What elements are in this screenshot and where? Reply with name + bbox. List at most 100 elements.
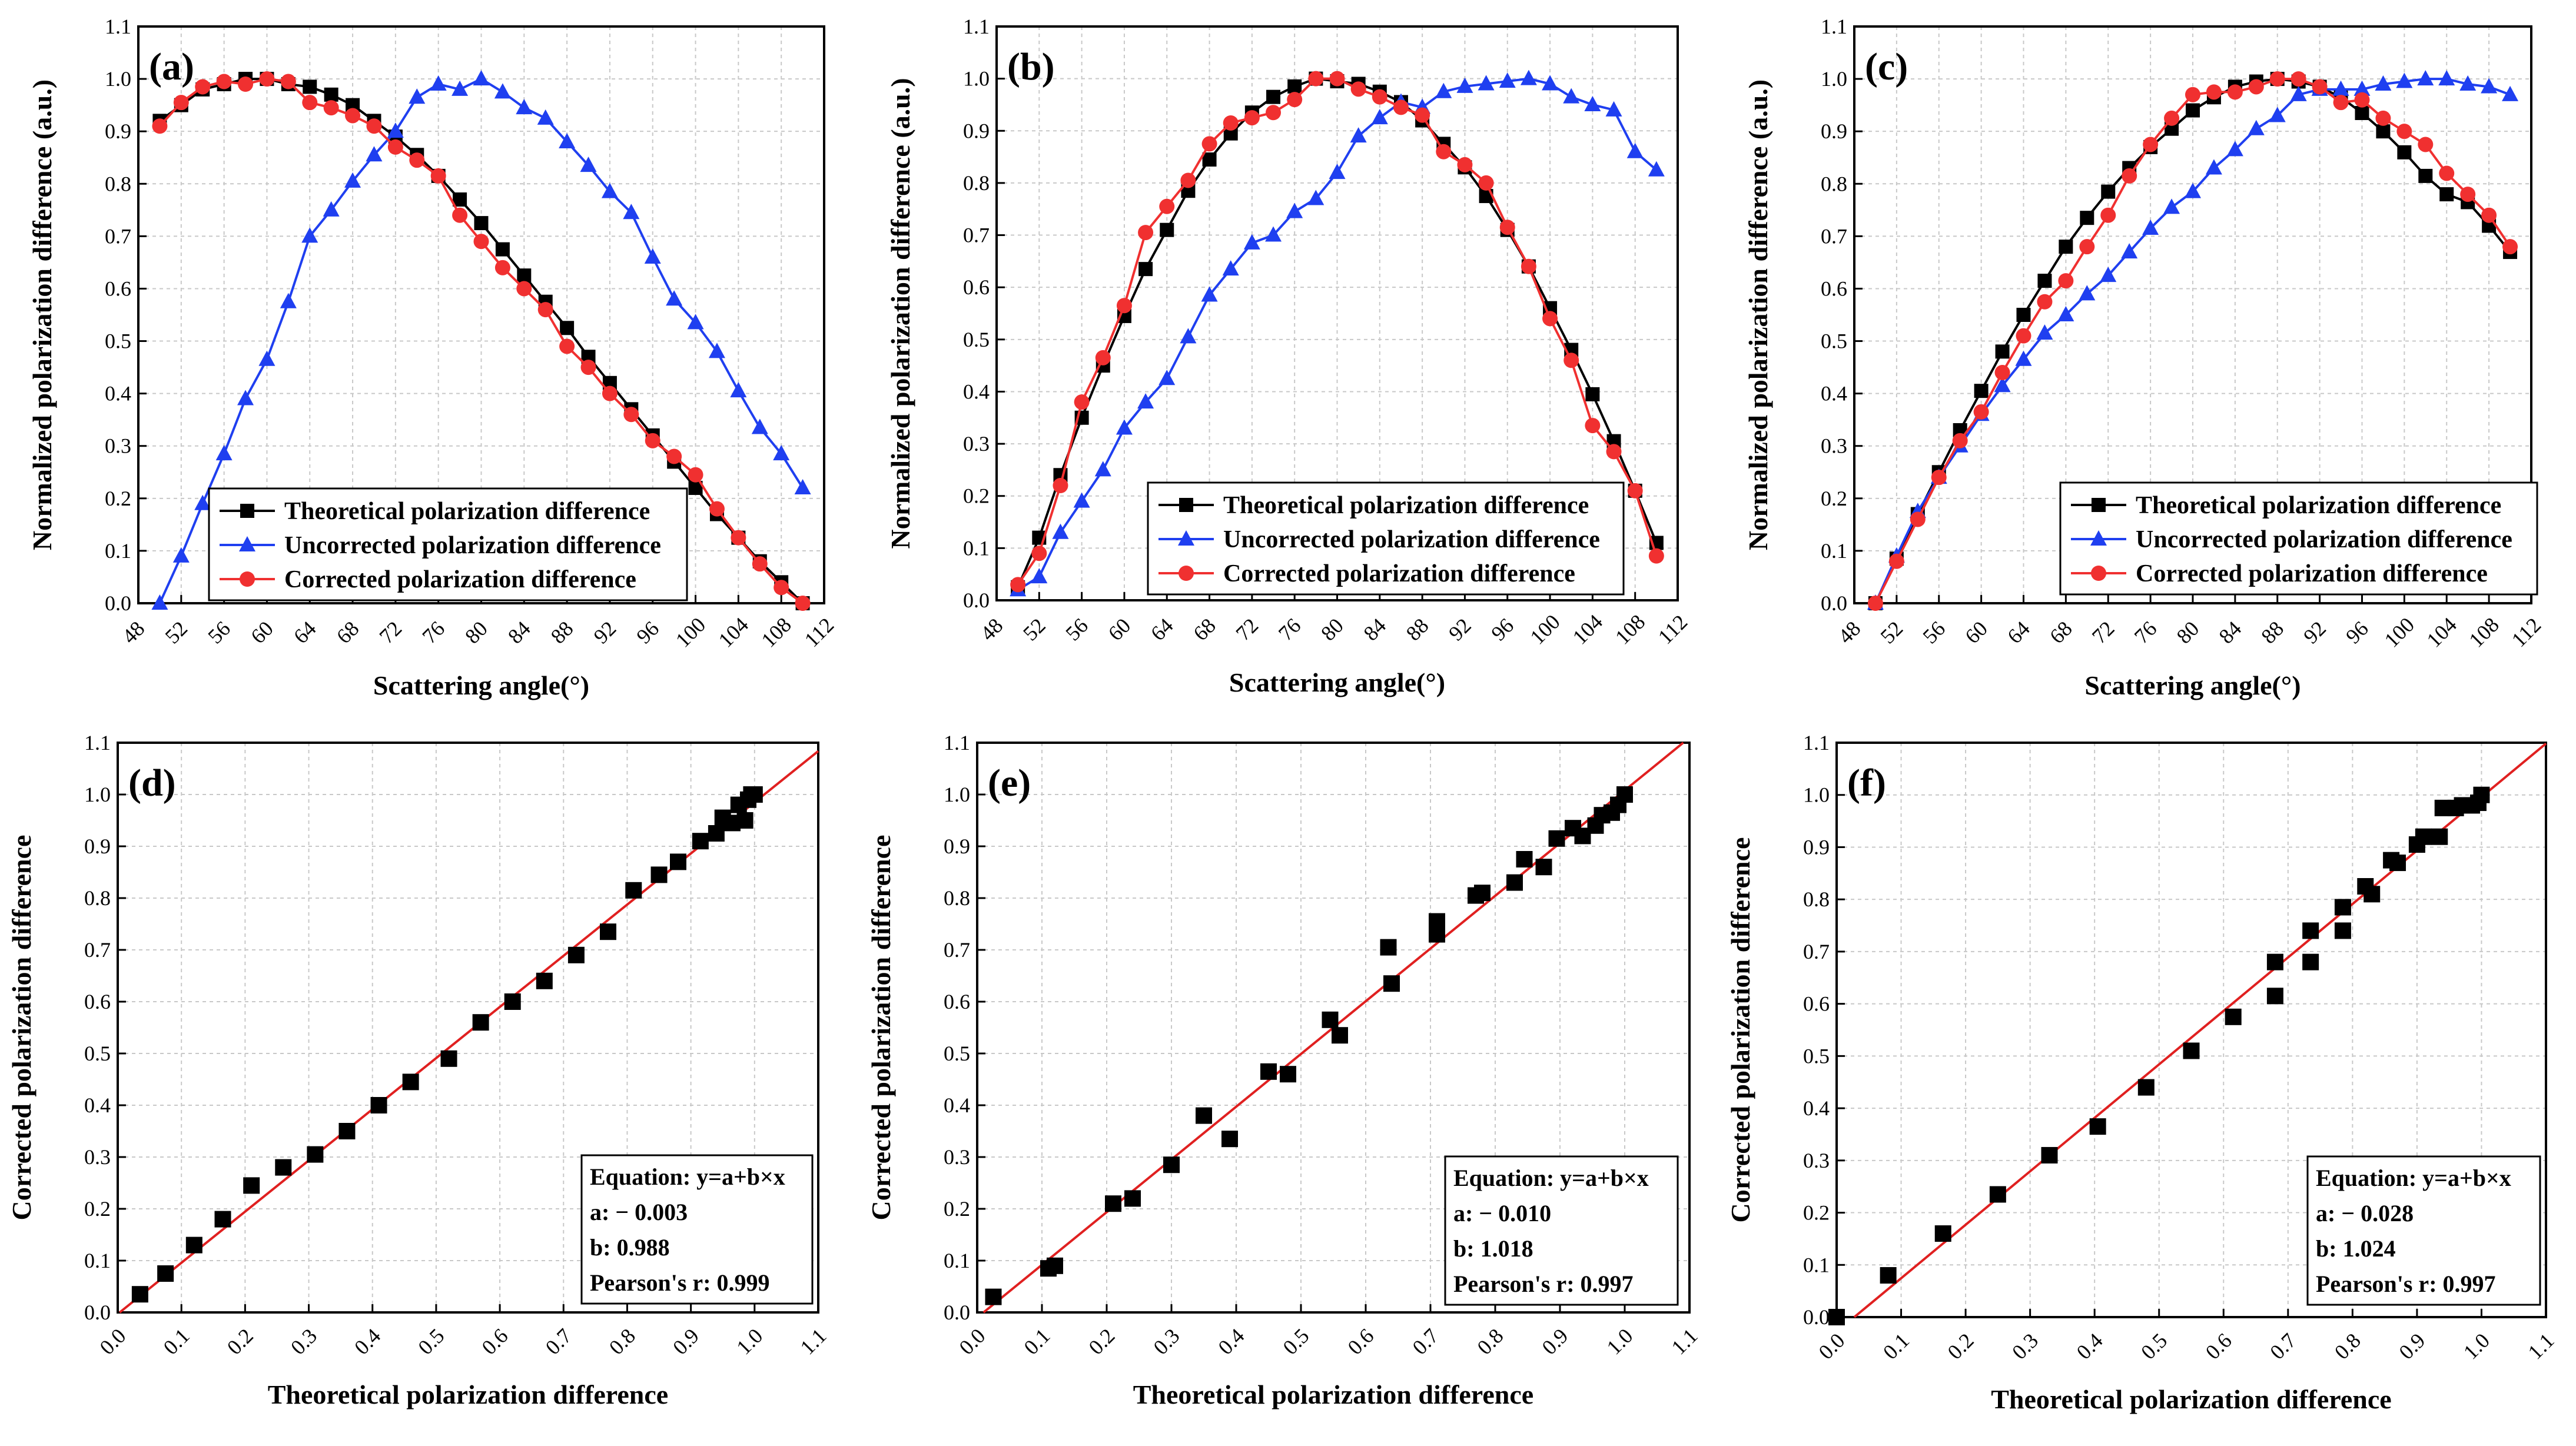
data-point bbox=[1266, 89, 1281, 104]
y-tick-label: 1.1 bbox=[1803, 731, 1830, 754]
data-point bbox=[2302, 953, 2319, 970]
equation-box: Equation: y=a+b×x a: − 0.003 b: 0.988 Pears… bbox=[580, 1154, 814, 1305]
equation-line: Equation: y=a+b×x bbox=[1453, 1165, 1649, 1191]
y-tick-label: 0.6 bbox=[1803, 992, 1830, 1016]
panel-d: 0.0 0.1 0.2 0.3 0.4 0.5 0.6 0.7 0.8 0.9 1.0 1.1 0.0 0… bbox=[6, 731, 831, 1410]
x-tick-label: 72 bbox=[1231, 614, 1263, 646]
x-tick-label: 0.4 bbox=[350, 1324, 385, 1359]
data-point bbox=[1994, 377, 2011, 393]
data-point bbox=[600, 923, 616, 940]
panel-label: (e) bbox=[988, 762, 1031, 805]
data-point bbox=[1053, 478, 1068, 493]
x-tick-label: 68 bbox=[1189, 614, 1220, 646]
y-tick-label: 0.5 bbox=[944, 1042, 970, 1065]
y-tick-label: 0.0 bbox=[963, 589, 990, 612]
y-tick-label: 0.7 bbox=[963, 224, 990, 247]
data-point bbox=[409, 88, 426, 104]
data-point bbox=[1372, 89, 1387, 105]
data-point bbox=[516, 99, 533, 115]
data-point bbox=[494, 260, 510, 275]
y-tick-label: 0.5 bbox=[84, 1042, 111, 1065]
legend-entry: Uncorrected polarization difference bbox=[1223, 526, 1600, 553]
panel-f: 0.0 0.1 0.2 0.3 0.4 0.5 0.6 0.7 0.8 0.9 1.0 1.1 0.0 0… bbox=[1725, 731, 2559, 1414]
data-point bbox=[2057, 306, 2074, 321]
equation-line: Equation: y=a+b×x bbox=[2316, 1165, 2511, 1191]
data-point bbox=[2334, 922, 2351, 939]
y-tick-label: 0.1 bbox=[1803, 1253, 1830, 1277]
x-tick-label: 100 bbox=[2380, 613, 2419, 651]
data-point bbox=[1429, 926, 1445, 943]
data-point bbox=[370, 1097, 387, 1113]
data-point bbox=[645, 433, 660, 448]
data-point bbox=[1585, 418, 1601, 434]
data-point bbox=[2037, 294, 2053, 310]
y-tick-label: 0.7 bbox=[84, 938, 111, 962]
y-tick-label: 0.4 bbox=[963, 380, 990, 403]
y-tick-label: 0.3 bbox=[1821, 434, 1847, 458]
y-axis-label: Normalized polarization difference (a.u.… bbox=[885, 78, 915, 549]
x-tick-label: 100 bbox=[1525, 610, 1564, 649]
data-point bbox=[323, 100, 339, 116]
y-tick-label: 0.9 bbox=[1821, 119, 1847, 143]
x-tick-label: 1.1 bbox=[2523, 1328, 2558, 1364]
x-tick-label: 0.7 bbox=[1407, 1324, 1443, 1359]
data-point bbox=[1094, 461, 1111, 477]
x-tick-label: 0.9 bbox=[2394, 1328, 2429, 1364]
data-point bbox=[1371, 109, 1388, 125]
data-point bbox=[495, 242, 510, 257]
y-tick-label: 0.8 bbox=[944, 886, 970, 910]
data-point bbox=[152, 118, 168, 134]
x-tick-label: 92 bbox=[1444, 614, 1476, 646]
data-point bbox=[2290, 85, 2307, 101]
data-point bbox=[430, 168, 446, 184]
y-tick-label: 0.5 bbox=[1821, 330, 1847, 353]
y-tick-label: 1.1 bbox=[84, 731, 111, 754]
data-point bbox=[1350, 127, 1367, 143]
x-tick-label: 52 bbox=[160, 617, 192, 649]
data-point bbox=[1995, 344, 2010, 359]
data-point bbox=[1196, 1107, 1212, 1124]
data-point bbox=[623, 204, 640, 220]
data-point bbox=[2396, 124, 2412, 139]
data-point bbox=[2417, 70, 2434, 86]
x-tick-label: 108 bbox=[2464, 613, 2503, 651]
data-point bbox=[2101, 184, 2116, 199]
x-tick-label: 1.1 bbox=[795, 1324, 831, 1359]
y-tick-label: 0.2 bbox=[944, 1197, 970, 1221]
y-tick-label: 1.0 bbox=[1821, 67, 1847, 91]
data-point bbox=[2459, 75, 2477, 91]
legend: Theoretical polarization difference Uncor… bbox=[1147, 481, 1625, 596]
y-tick-label: 0.3 bbox=[944, 1145, 970, 1169]
data-point bbox=[1138, 225, 1154, 241]
equation-box: Equation: y=a+b×x a: − 0.010 b: 1.018 Pears… bbox=[1444, 1155, 1679, 1306]
data-point bbox=[559, 338, 575, 354]
data-point bbox=[1138, 262, 1153, 277]
x-tick-label: 104 bbox=[2422, 613, 2461, 651]
y-tick-label: 0.9 bbox=[944, 835, 970, 858]
data-point bbox=[275, 1159, 292, 1176]
x-axis-label: Theoretical polarization difference bbox=[268, 1379, 668, 1410]
x-tick-label: 48 bbox=[976, 614, 1008, 646]
data-point bbox=[452, 207, 468, 223]
data-point bbox=[2164, 110, 2180, 126]
data-point bbox=[559, 133, 576, 148]
x-tick-label: 84 bbox=[503, 617, 535, 649]
x-tick-label: 96 bbox=[632, 617, 663, 649]
data-point bbox=[774, 580, 789, 596]
legend-entry: Theoretical polarization difference bbox=[284, 498, 650, 525]
data-point bbox=[280, 74, 296, 89]
data-point bbox=[1415, 107, 1430, 123]
data-point bbox=[752, 556, 768, 572]
data-point bbox=[2266, 953, 2283, 970]
data-point bbox=[2080, 211, 2094, 225]
data-point bbox=[2137, 1079, 2155, 1096]
x-tick-label: 104 bbox=[1568, 610, 1607, 649]
data-point bbox=[1286, 202, 1303, 218]
data-point bbox=[1456, 77, 1473, 93]
data-point bbox=[601, 182, 618, 198]
x-axis-label: Scattering angle(°) bbox=[373, 670, 589, 700]
data-point bbox=[1648, 548, 1664, 564]
y-tick-label: 0.5 bbox=[1803, 1044, 1830, 1068]
equation-line: b: 0.988 bbox=[590, 1234, 670, 1261]
y-axis-label: Corrected polarization difference bbox=[1725, 837, 1755, 1223]
